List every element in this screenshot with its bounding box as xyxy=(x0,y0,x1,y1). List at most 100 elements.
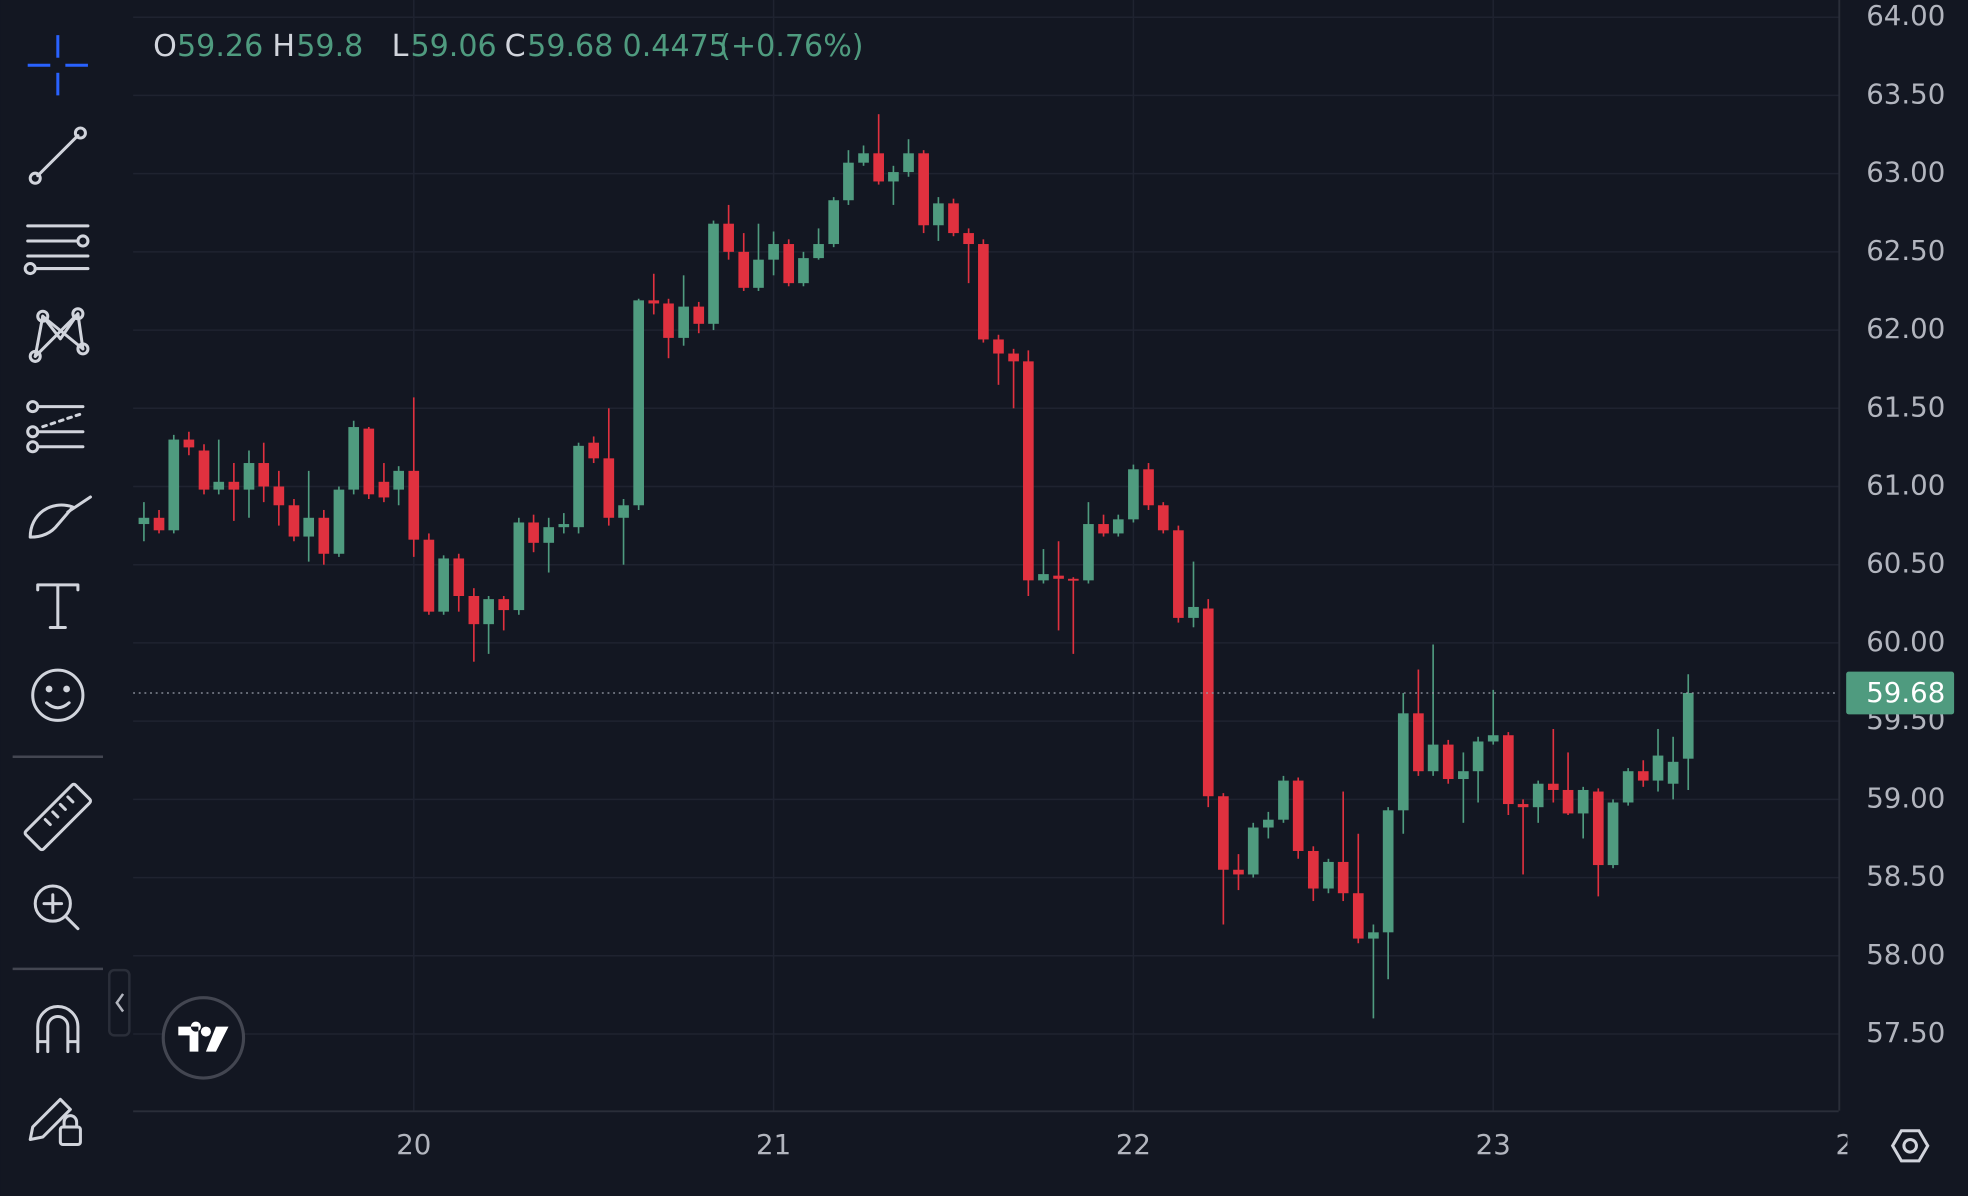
candle-body xyxy=(273,486,285,506)
y-tick-label: 60.00 xyxy=(1866,625,1945,658)
candle-body xyxy=(618,505,629,518)
candle-body xyxy=(1382,810,1394,933)
low-value: 59.06 xyxy=(410,29,496,64)
last-price-label: 59.68 xyxy=(1866,676,1945,709)
y-tick-label: 61.00 xyxy=(1866,469,1945,502)
candle-body xyxy=(753,259,764,288)
candle-body xyxy=(1307,850,1319,889)
candle-body xyxy=(288,505,300,537)
candle-body xyxy=(153,517,165,531)
candle-body xyxy=(1487,735,1499,742)
candle-body xyxy=(528,522,539,543)
candle-body xyxy=(1263,819,1274,828)
trend-line-tool[interactable] xyxy=(28,126,87,185)
candle-body xyxy=(378,481,390,498)
candle-body xyxy=(243,463,255,490)
candle-body xyxy=(933,203,944,226)
candle-body xyxy=(993,339,1004,354)
candle-body xyxy=(438,558,449,612)
candle-body xyxy=(1622,771,1634,803)
candle-body xyxy=(468,596,480,625)
candle-body xyxy=(1278,780,1289,820)
candle-body xyxy=(873,153,884,182)
candle-body xyxy=(1607,802,1619,866)
candle-body xyxy=(918,153,929,226)
candle-body xyxy=(348,427,360,490)
candle-body xyxy=(648,300,660,304)
candle-body xyxy=(318,517,330,554)
candle-body xyxy=(1547,783,1559,790)
candle-body xyxy=(408,470,420,540)
candle-body xyxy=(783,244,795,284)
settings-button[interactable] xyxy=(1890,1129,1930,1163)
candle-body xyxy=(693,306,705,324)
candle-body xyxy=(603,458,615,518)
candle-body xyxy=(1067,578,1079,581)
y-tick-label: 63.00 xyxy=(1866,156,1945,189)
open-label: O xyxy=(153,29,177,64)
candle-body xyxy=(1562,789,1574,814)
lock-drawings-tool[interactable] xyxy=(28,1097,82,1147)
candle-body xyxy=(543,527,555,543)
brush-tool[interactable] xyxy=(28,495,92,539)
candle-body xyxy=(948,203,959,234)
candle-body xyxy=(768,244,779,260)
fib-tool[interactable] xyxy=(23,224,90,276)
candle-body xyxy=(1337,861,1349,894)
candle-body xyxy=(423,539,435,612)
candle-body xyxy=(888,172,899,182)
candle-body xyxy=(1143,469,1154,506)
x-axis: 20 21 22 23 24 xyxy=(396,1128,1870,1161)
candle-body xyxy=(1098,524,1109,534)
toolbar xyxy=(12,35,131,1147)
logo xyxy=(161,996,246,1080)
candle-body xyxy=(1157,505,1169,531)
change-value: 0.4475 xyxy=(623,29,728,64)
magnet-tool[interactable] xyxy=(36,1005,80,1054)
candle-body xyxy=(1652,755,1664,781)
candle-body xyxy=(828,200,840,245)
emoji-tool[interactable] xyxy=(31,668,85,722)
prediction-tool[interactable] xyxy=(26,400,85,454)
ruler-tool[interactable] xyxy=(23,782,93,852)
candle-body xyxy=(1023,361,1034,581)
candle-body xyxy=(798,258,809,284)
candle-body xyxy=(198,450,210,490)
candle-body xyxy=(978,244,989,340)
candle-body xyxy=(1503,735,1514,805)
x-tick-label: 24 xyxy=(1835,1128,1870,1161)
pattern-tool[interactable] xyxy=(28,307,90,363)
collapse-arrow xyxy=(115,993,125,1013)
candle-body xyxy=(1083,524,1094,581)
collapse-toolbar[interactable] xyxy=(108,968,131,1037)
candle-body xyxy=(1413,713,1424,772)
candle-body xyxy=(903,153,914,173)
high-label: H xyxy=(272,29,295,64)
y-tick-label: 60.50 xyxy=(1866,547,1945,580)
candle-body xyxy=(708,223,719,324)
candle-body xyxy=(723,223,734,252)
x-tick-label: 22 xyxy=(1116,1128,1151,1161)
candle-body xyxy=(1038,574,1049,581)
y-tick-label: 62.00 xyxy=(1866,312,1945,345)
candle-body xyxy=(363,428,375,495)
candle-body xyxy=(1323,861,1334,889)
candle-body xyxy=(213,481,225,490)
last-price-tag xyxy=(1846,671,1955,715)
ohlc-header: O 59.26 H 59.8 L 59.06 C 59.68 0.4475 (+… xyxy=(153,29,863,64)
candle-body xyxy=(1053,575,1064,579)
candle-body xyxy=(1173,530,1184,618)
crosshair-tool[interactable] xyxy=(27,35,88,96)
zoom-tool[interactable] xyxy=(33,884,80,931)
candle-body xyxy=(228,481,240,490)
candle-body xyxy=(1247,827,1259,875)
candle-body xyxy=(1637,771,1649,781)
grid xyxy=(133,0,1839,1111)
text-tool[interactable] xyxy=(36,583,80,629)
candle-body xyxy=(483,599,494,625)
candle-body xyxy=(1292,780,1304,851)
candle-body xyxy=(1188,606,1199,618)
candle-body xyxy=(303,517,315,537)
